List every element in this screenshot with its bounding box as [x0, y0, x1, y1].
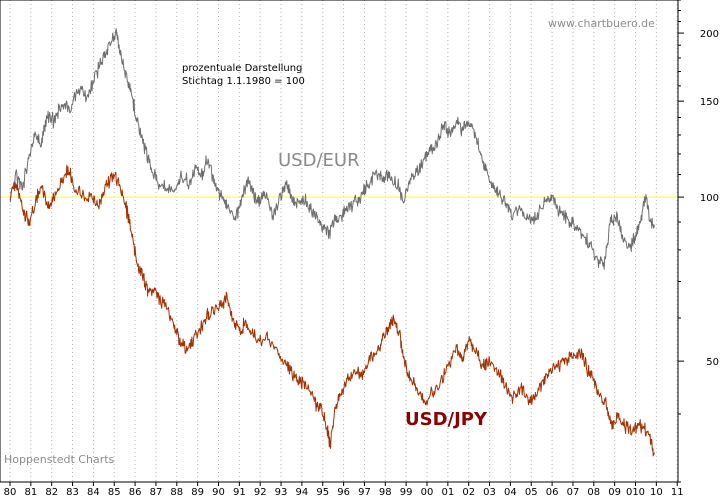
x-axis: 80 81 82 83 84 85 86 87 88 89 90 91 92 93 94 95 96 97 98 99… [4, 482, 684, 498]
x-tick-label: 01 [441, 487, 454, 498]
x-tick-label: 95 [316, 487, 329, 498]
y-tick-label: 200 [700, 29, 719, 40]
x-tick-label: 97 [358, 487, 371, 498]
x-tick-label: 90 [212, 487, 225, 498]
x-tick-label: 98 [379, 487, 392, 498]
x-tick-label: 08 [587, 487, 600, 498]
plot-frame [0, 0, 679, 483]
x-tick-label: 03 [483, 487, 496, 498]
x-tick-label: 91 [233, 487, 246, 498]
x-tick-label: 07 [567, 487, 580, 498]
x-tick-label: 85 [108, 487, 121, 498]
x-tick-label: 86 [129, 487, 142, 498]
x-tick-label: 04 [504, 487, 517, 498]
source-label: Hoppenstedt Charts [4, 453, 115, 466]
x-tick-label: 96 [337, 487, 350, 498]
x-tick-label: 83 [66, 487, 79, 498]
grid-layer [9, 0, 678, 482]
series-line-usd-jpy [9, 164, 655, 457]
x-tick-label: 10 [650, 487, 663, 498]
x-tick-label: 93 [275, 487, 288, 498]
x-tick-label: 06 [546, 487, 559, 498]
x-tick-label: 80 [4, 487, 17, 498]
x-tick-label: 87 [150, 487, 163, 498]
note-line-1: prozentuale Darstellung [182, 63, 302, 74]
y-tick-label: 150 [700, 97, 719, 108]
x-tick-label: 00 [421, 487, 434, 498]
x-tick-label: 89 [191, 487, 204, 498]
y-axis: 50 100 150 200 [678, 0, 719, 483]
series-line-usd-eur [9, 28, 655, 270]
x-tick-label: 94 [296, 487, 309, 498]
x-tick-label: 88 [170, 487, 183, 498]
x-tick-label: 09 [608, 487, 621, 498]
series-layer [9, 28, 655, 457]
x-tick-label: 05 [525, 487, 538, 498]
x-tick-label: 11 [671, 487, 684, 498]
y-tick-label: 50 [706, 357, 719, 368]
x-tick-label: 010 [626, 487, 645, 498]
x-tick-label: 92 [254, 487, 267, 498]
series-label-usd-jpy: USD/JPY [405, 409, 488, 430]
series-label-usd-eur: USD/EUR [278, 150, 360, 171]
x-tick-label: 82 [45, 487, 58, 498]
x-tick-label: 99 [400, 487, 413, 498]
x-tick-label: 84 [87, 487, 100, 498]
note-line-2: Stichtag 1.1.1980 = 100 [182, 76, 305, 87]
watermark: www.chartbuero.de [548, 17, 655, 30]
x-tick-label: 02 [462, 487, 475, 498]
x-tick-label: 81 [24, 487, 37, 498]
y-tick-label: 100 [700, 193, 719, 204]
